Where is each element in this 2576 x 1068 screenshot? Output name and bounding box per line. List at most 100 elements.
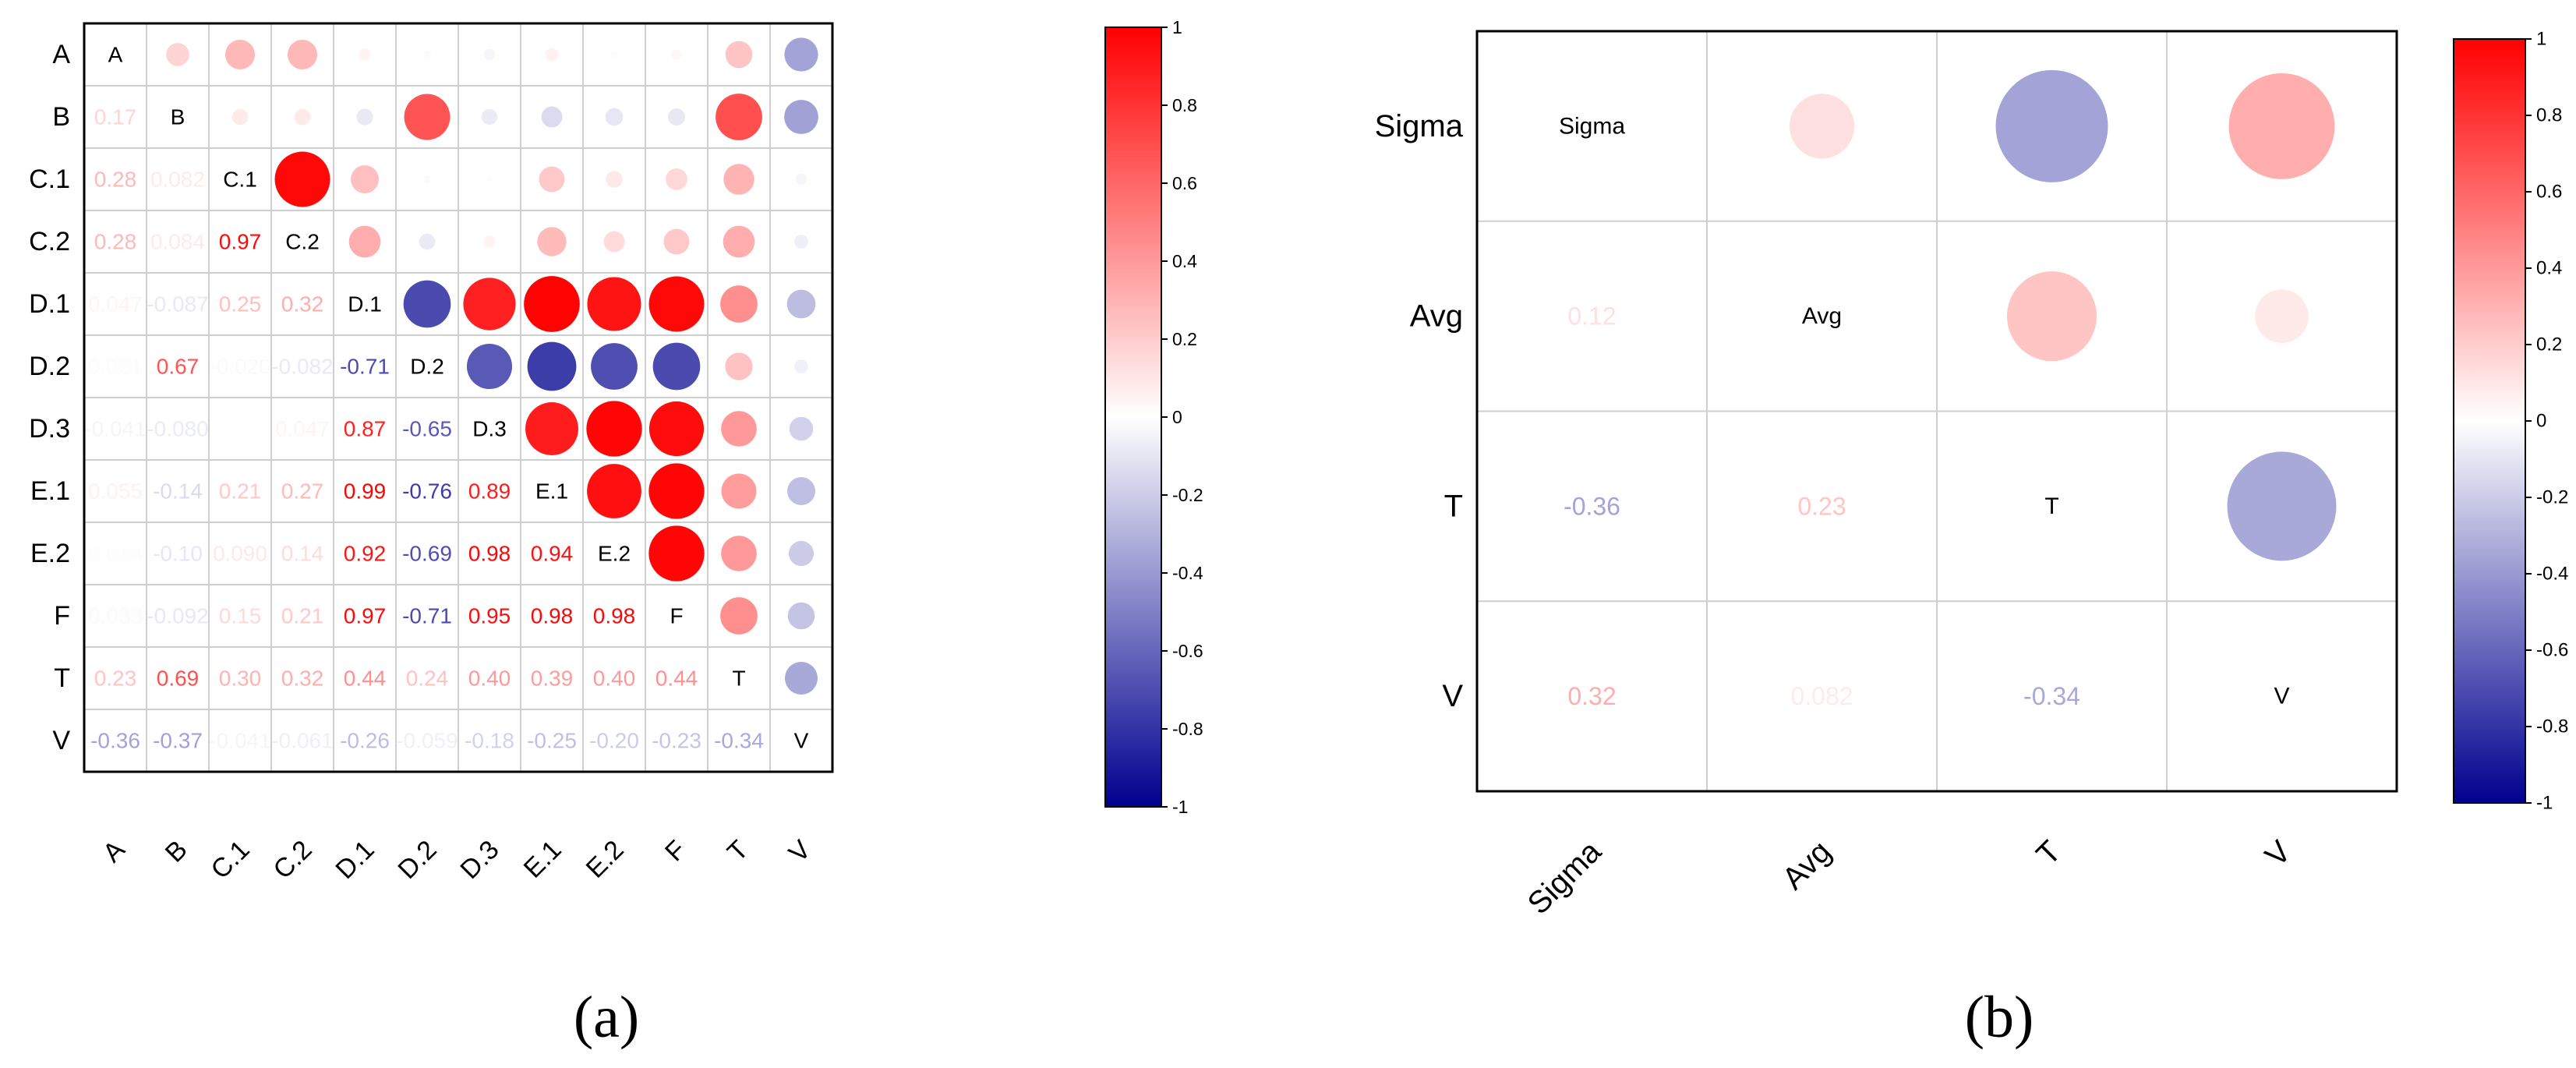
correlation-circle [483,235,496,248]
correlation-value: -0.26 [340,729,390,753]
panel-label: (b) [1965,985,2034,1050]
panel-label: (a) [574,985,639,1050]
correlation-circle [586,401,642,457]
correlation-value: -0.71 [402,604,452,628]
correlation-circle [483,48,496,61]
correlation-circle [466,343,513,390]
correlation-value: 0.27 [281,479,324,504]
correlation-circle [721,473,757,509]
correlation-circle [720,597,758,635]
correlation-circle [486,176,493,182]
correlation-circle [356,108,373,126]
correlation-circle [789,416,814,441]
correlation-value: 0.21 [219,479,262,504]
correlation-circle [422,50,432,59]
correlation-value: 0.24 [406,667,449,691]
correlation-circle [723,225,755,258]
colorbar-tick-label: 1 [2536,29,2546,50]
diagonal-label: V [794,729,809,753]
correlation-circle [786,289,816,319]
x-tick-label: T [722,835,754,868]
correlation-value: 0.97 [344,604,387,628]
correlation-value: 0.32 [1567,682,1616,710]
correlation-value: 0.97 [219,230,262,254]
y-tick-label: D.3 [29,414,70,444]
correlation-value: 0.92 [344,542,387,566]
correlation-circle [463,278,516,331]
y-tick-label: Avg [1410,299,1463,334]
correlation-value: 0.090 [213,542,267,566]
correlation-circle [784,37,818,72]
y-tick-label: B [52,102,70,132]
correlation-value: -0.14 [153,479,203,504]
correlation-value: 0.95 [468,604,511,628]
diagonal-label: E.2 [598,542,631,566]
correlation-value: 0.69 [157,667,200,691]
diagonal-label: F [670,604,683,628]
colorbar-tick-label: -0.2 [2536,487,2568,508]
correlation-value: 0.12 [1567,302,1616,331]
y-tick-label: V [1442,679,1463,713]
correlation-value: -0.061 [271,729,333,753]
diagonal-label: B [171,105,186,129]
diagonal-label: A [108,43,123,67]
correlation-circle [723,164,754,195]
correlation-circle [231,108,249,126]
correlation-value: -0.36 [1564,492,1620,520]
correlation-value: 0.89 [468,479,511,504]
colorbar-tick-label: 0.2 [1172,329,1197,349]
colorbar-tick-label: -0.6 [1172,641,1203,661]
correlation-value: 0.98 [531,604,574,628]
correlation-value: 0.98 [593,604,636,628]
colorbar-tick-label: -0.6 [2536,640,2568,661]
correlation-circle [359,48,371,61]
correlation-value: -0.041 [209,729,270,753]
diagonal-label: C.2 [285,230,320,254]
correlation-circle [2227,451,2337,561]
correlation-circle [794,359,808,373]
correlation-circle [224,39,256,70]
correlation-value: 0.32 [281,667,324,691]
correlation-circle [419,233,436,250]
correlation-circle [274,151,330,207]
correlation-circle [348,225,381,258]
correlation-circle [721,411,757,447]
correlation-circle [652,342,701,391]
correlation-circle [537,227,567,256]
correlation-value: -0.18 [465,729,514,753]
correlation-value: 0.44 [655,667,698,691]
diagonal-label: D.2 [410,355,444,379]
correlation-value: 0.055 [88,479,143,504]
diagonal-label: T [2044,493,2058,519]
colorbar-tick-label: -0.4 [1172,563,1203,583]
correlation-circle [788,540,814,567]
colorbar-tick-label: -1 [2536,793,2553,814]
correlation-value: -0.34 [2023,682,2080,710]
correlation-circle [668,108,685,126]
diagonal-label: Sigma [1559,113,1625,139]
correlation-value: -0.23 [652,729,701,753]
correlation-value: 0.23 [94,667,137,691]
colorbar-tick-label: -0.2 [1172,485,1203,505]
correlation-value: 0.21 [281,604,324,628]
correlation-circle [606,171,623,188]
correlation-value: -0.65 [402,417,452,441]
y-tick-label: E.1 [30,476,70,506]
correlation-value: 0.44 [344,667,387,691]
correlation-circle [663,228,690,255]
correlation-value: 0.39 [531,667,574,691]
colorbar-tick-label: 0.4 [1172,251,1197,271]
correlation-circle [610,51,618,58]
colorbar-tick-label: 0.2 [2536,334,2562,355]
diagonal-label: C.1 [223,168,257,192]
correlation-circle [648,525,705,582]
y-tick-label: D.2 [29,352,70,381]
plot-frame [83,22,834,773]
correlation-circle [2255,289,2309,343]
correlation-circle [2228,72,2335,179]
correlation-circle [351,165,379,193]
y-tick-label: T [54,663,70,693]
x-tick-label: V [783,835,817,868]
correlation-circle [795,173,807,186]
correlation-circle [587,277,641,331]
